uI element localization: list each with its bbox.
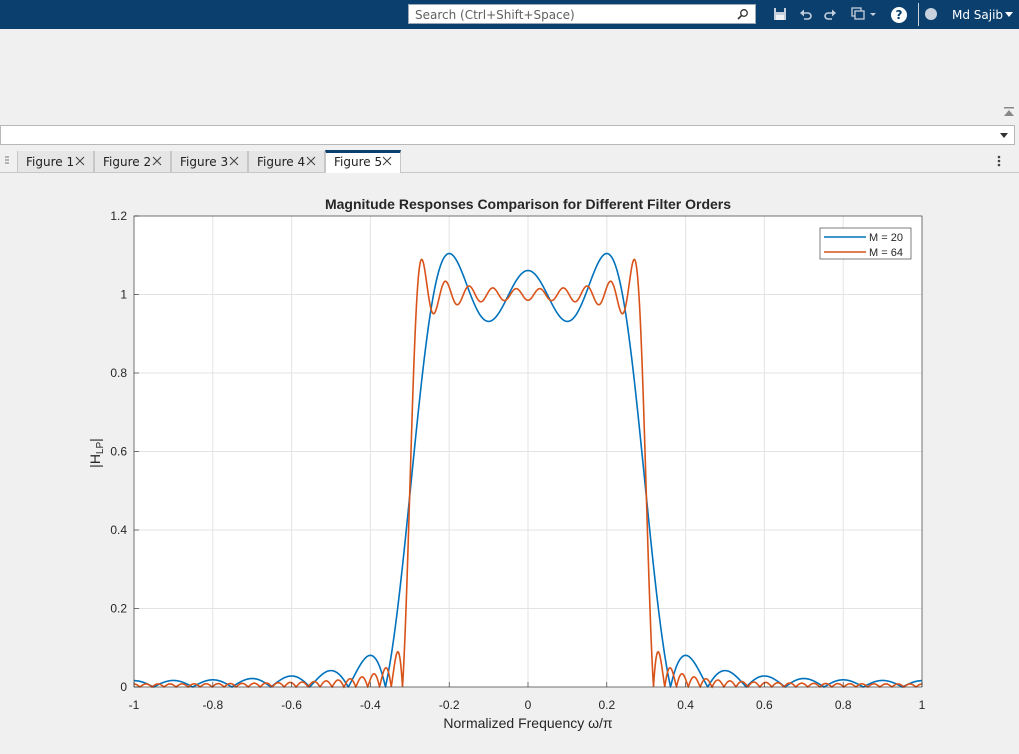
tab-figure-5[interactable]: Figure 5 — [325, 150, 401, 173]
x-tick-label: 0.8 — [835, 698, 852, 712]
axis-ticks: -1 -0.8 -0.6 -0.4 -0.2 0 0.2 0.4 0.6 0.8 1 0 0.2 0.4 0… — [110, 209, 925, 712]
tab-figure-2[interactable]: Figure 2 — [94, 151, 171, 172]
legend-entry-m20: M = 20 — [869, 232, 903, 244]
tab-label: Figure 4 — [257, 155, 306, 169]
y-label-subscript: LP — [95, 442, 106, 455]
y-label-main: |H — [87, 454, 103, 468]
user-menu-icon[interactable] — [925, 8, 937, 20]
legend-entry-m64: M = 64 — [869, 247, 903, 259]
chart-title: Magnitude Responses Comparison for Diffe… — [325, 196, 731, 212]
x-tick-label: 0.6 — [756, 698, 773, 712]
close-icon[interactable] — [306, 156, 316, 166]
y-tick-label: 0.2 — [110, 602, 127, 616]
close-icon[interactable] — [75, 156, 85, 166]
top-toolbar: Search (Ctrl+Shift+Space) ? Md Sajib — [0, 0, 1019, 29]
window-layout-icon[interactable] — [851, 7, 877, 21]
figure-tab-strip: Figure 1 Figure 2 Figure 3 Figure 4 Figure 5 — [0, 150, 1019, 173]
save-icon[interactable] — [773, 7, 787, 21]
x-tick-label: -0.6 — [281, 698, 302, 712]
chevron-down-icon[interactable] — [1005, 12, 1013, 17]
toolbar-divider — [918, 3, 919, 26]
x-tick-label: 0.2 — [598, 698, 615, 712]
y-tick-label: 0.4 — [110, 523, 127, 537]
close-icon[interactable] — [152, 156, 162, 166]
x-tick-label: 0 — [525, 698, 532, 712]
y-axis-label: |HLP| — [87, 438, 106, 468]
search-placeholder: Search (Ctrl+Shift+Space) — [415, 8, 575, 22]
more-options-icon[interactable] — [996, 154, 1002, 168]
collapse-toolstrip-icon[interactable] — [1003, 106, 1015, 118]
x-tick-label: -0.8 — [202, 698, 223, 712]
user-name[interactable]: Md Sajib — [952, 8, 1004, 22]
y-tick-label: 1.2 — [110, 209, 127, 223]
chart[interactable]: -1 -0.8 -0.6 -0.4 -0.2 0 0.2 0.4 0.6 0.8 1 0 0.2 0.4 0… — [1, 173, 1019, 750]
legend[interactable]: M = 20 M = 64 — [819, 227, 912, 260]
help-icon[interactable]: ? — [891, 7, 907, 23]
x-tick-label: 1 — [919, 698, 926, 712]
undo-icon[interactable] — [799, 7, 813, 21]
x-tick-label: -0.2 — [439, 698, 460, 712]
x-tick-label: 0.4 — [677, 698, 694, 712]
close-icon[interactable] — [382, 156, 392, 166]
y-tick-label: 1 — [120, 288, 127, 302]
series-line-m64 — [133, 258, 923, 689]
y-label-end: | — [87, 438, 103, 442]
tab-label: Figure 1 — [26, 155, 75, 169]
search-input[interactable]: Search (Ctrl+Shift+Space) — [408, 4, 756, 24]
search-icon[interactable] — [737, 8, 749, 20]
x-tick-label: -1 — [129, 698, 140, 712]
tab-figure-4[interactable]: Figure 4 — [248, 151, 325, 172]
tab-label: Figure 3 — [180, 155, 229, 169]
y-tick-label: 0.6 — [110, 445, 127, 459]
x-axis-label: Normalized Frequency ω/π — [443, 715, 613, 731]
chevron-down-icon[interactable] — [1000, 133, 1008, 138]
redo-icon[interactable] — [823, 7, 837, 21]
current-folder-bar[interactable] — [0, 125, 1015, 145]
y-tick-label: 0.8 — [110, 366, 127, 380]
grip-icon[interactable] — [3, 155, 11, 167]
tab-label: Figure 5 — [334, 155, 383, 169]
y-tick-label: 0 — [120, 680, 127, 694]
tab-figure-1[interactable]: Figure 1 — [17, 151, 94, 172]
legend-box — [819, 227, 912, 260]
tab-label: Figure 2 — [103, 155, 152, 169]
tab-figure-3[interactable]: Figure 3 — [171, 151, 248, 172]
figure-panel: -1 -0.8 -0.6 -0.4 -0.2 0 0.2 0.4 0.6 0.8 1 0 0.2 0.4 0… — [1, 173, 1019, 750]
x-tick-label: -0.4 — [360, 698, 381, 712]
close-icon[interactable] — [229, 156, 239, 166]
